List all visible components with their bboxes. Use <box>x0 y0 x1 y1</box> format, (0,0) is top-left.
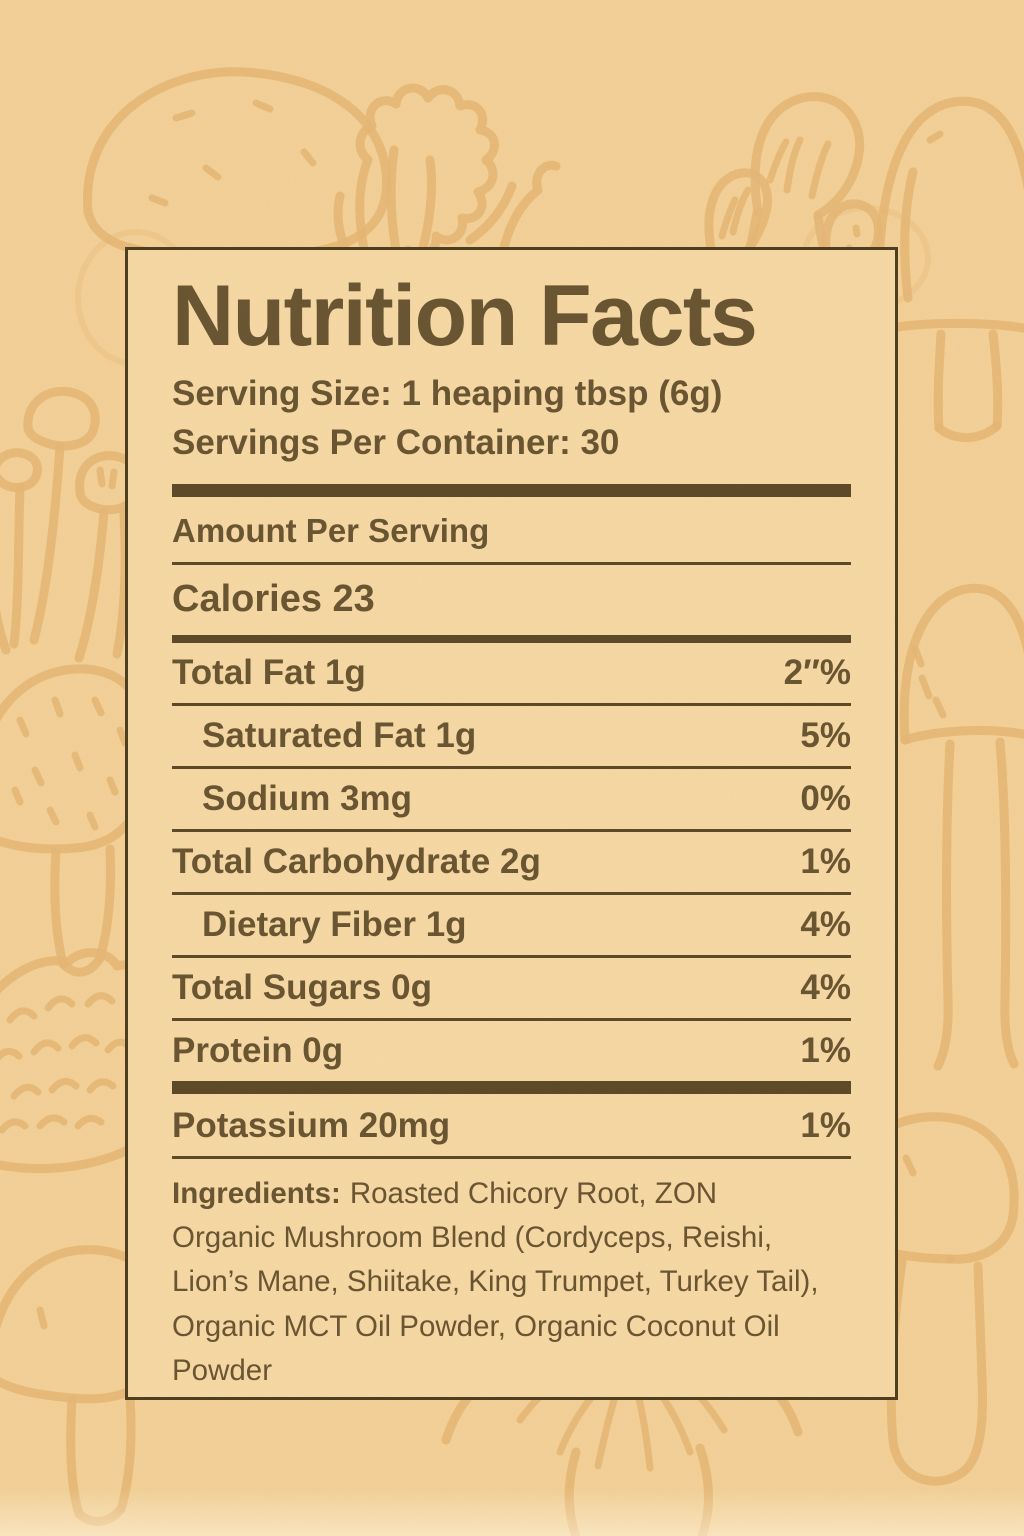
nutrient-row: Total Carbohydrate 2g 1% <box>172 828 851 892</box>
label-title: Nutrition Facts <box>172 268 758 364</box>
nutrient-name: Total Carbohydrate 2g <box>172 841 541 881</box>
nutrient-row: Saturated Fat 1g 5% <box>172 702 851 766</box>
nutrient-row: Dietary Fiber 1g 4% <box>172 891 851 955</box>
divider-medium <box>172 634 851 643</box>
amount-per-serving-heading: Amount Per Serving <box>172 497 851 565</box>
nutrient-percent: 4% <box>800 904 851 944</box>
divider-thick-top <box>172 483 851 497</box>
servings-per-container-line: Servings Per Container: 30 <box>172 422 620 462</box>
nutrient-percent: 1% <box>800 841 851 881</box>
potassium-row: Potassium 20mg 1% <box>172 1094 851 1159</box>
divider-thick-bottom <box>172 1080 851 1094</box>
nutrition-label-panel: Nutrition Facts Serving Size: 1 heaping … <box>125 247 898 1400</box>
ingredients-label: Ingredients: <box>172 1176 341 1210</box>
nutrient-percent: 5% <box>800 715 851 755</box>
serving-size-line: Serving Size: 1 heaping tbsp (6g) <box>172 374 723 414</box>
nutrient-row: Protein 0g 1% <box>172 1017 851 1081</box>
nutrient-row: Sodium 3mg 0% <box>172 765 851 829</box>
nutrient-percent: 0% <box>800 778 851 818</box>
tall-bell-mushroom-illustration <box>874 96 1024 443</box>
coral-fungus-illustration <box>333 83 561 273</box>
serving-info: Serving Size: 1 heaping tbsp (6g) Servin… <box>172 370 851 467</box>
dome-mushroom-illustration <box>899 583 1024 1071</box>
nutrient-name: Saturated Fat 1g <box>202 715 477 755</box>
calories-line: Calories 23 <box>172 577 375 620</box>
nutrient-name: Total Fat 1g <box>172 652 366 692</box>
nutrient-percent: 2″% <box>783 652 851 692</box>
nutrient-rows: Total Fat 1g 2″% Saturated Fat 1g 5% Sod… <box>172 643 851 1081</box>
nutrient-percent: 4% <box>800 967 851 1007</box>
chanterelle-cluster-illustration <box>704 92 884 277</box>
nutrient-name: Potassium 20mg <box>172 1105 451 1145</box>
nutrient-name: Dietary Fiber 1g <box>202 904 467 944</box>
nutrient-name: Total Sugars 0g <box>172 967 432 1007</box>
nutrient-percent: 1% <box>800 1105 851 1145</box>
ingredients-paragraph: Ingredients: Roasted Chicory Root, ZON Or… <box>172 1172 851 1393</box>
nutrient-name: Protein 0g <box>172 1030 344 1070</box>
nutrient-name: Sodium 3mg <box>202 778 413 818</box>
nutrient-row: Total Fat 1g 2″% <box>172 643 851 703</box>
nutrient-percent: 1% <box>800 1030 851 1070</box>
nutrient-row: Total Sugars 0g 4% <box>172 954 851 1018</box>
